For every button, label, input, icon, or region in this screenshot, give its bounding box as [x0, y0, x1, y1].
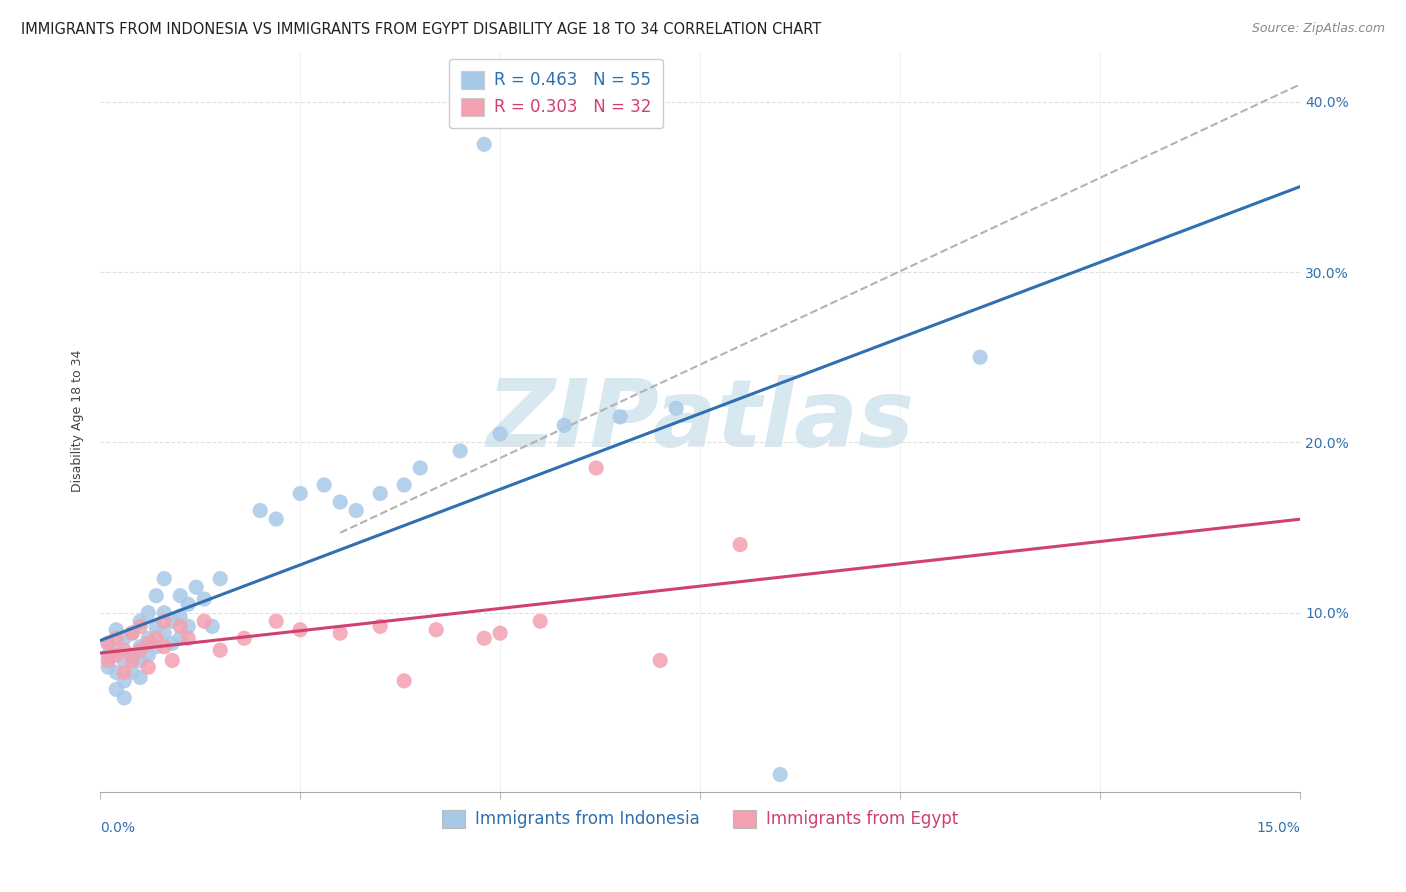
Point: [121, 648, 143, 663]
Point: [105, 632, 128, 646]
Point: [489, 426, 512, 441]
Point: [112, 690, 135, 705]
Legend: Immigrants from Indonesia, Immigrants from Egypt: Immigrants from Indonesia, Immigrants fr…: [434, 803, 966, 835]
Text: Source: ZipAtlas.com: Source: ZipAtlas.com: [1251, 22, 1385, 36]
Point: [392, 673, 415, 688]
Point: [112, 673, 135, 688]
Point: [177, 632, 200, 646]
Point: [136, 660, 159, 674]
Point: [105, 665, 128, 680]
Point: [153, 606, 176, 620]
Point: [609, 409, 631, 424]
Point: [169, 609, 191, 624]
Point: [249, 503, 271, 517]
Point: [553, 418, 575, 433]
Point: [193, 592, 215, 607]
Point: [121, 653, 143, 667]
Point: [129, 640, 152, 654]
Point: [136, 648, 159, 663]
Point: [145, 640, 167, 654]
Point: [201, 619, 224, 633]
Point: [264, 614, 287, 628]
Point: [169, 589, 191, 603]
Point: [529, 614, 551, 628]
Point: [97, 636, 120, 650]
Point: [409, 461, 432, 475]
Point: [160, 653, 183, 667]
Point: [169, 619, 191, 633]
Point: [169, 632, 191, 646]
Point: [97, 636, 120, 650]
Point: [153, 626, 176, 640]
Point: [290, 486, 312, 500]
Text: 0.0%: 0.0%: [100, 821, 135, 835]
Point: [97, 653, 120, 667]
Point: [97, 648, 120, 663]
Point: [145, 632, 167, 646]
Point: [105, 623, 128, 637]
Point: [136, 636, 159, 650]
Point: [472, 137, 495, 152]
Text: 15.0%: 15.0%: [1256, 821, 1301, 835]
Point: [112, 632, 135, 646]
Point: [129, 619, 152, 633]
Point: [129, 643, 152, 657]
Point: [129, 614, 152, 628]
Point: [425, 623, 447, 637]
Point: [665, 401, 688, 416]
Point: [329, 626, 352, 640]
Point: [329, 495, 352, 509]
Point: [177, 619, 200, 633]
Point: [160, 636, 183, 650]
Point: [177, 597, 200, 611]
Point: [449, 444, 471, 458]
Point: [153, 572, 176, 586]
Point: [392, 478, 415, 492]
Point: [136, 632, 159, 646]
Point: [368, 486, 391, 500]
Point: [233, 632, 256, 646]
Point: [112, 643, 135, 657]
Point: [105, 643, 128, 657]
Point: [145, 589, 167, 603]
Y-axis label: Disability Age 18 to 34: Disability Age 18 to 34: [72, 350, 84, 492]
Point: [264, 512, 287, 526]
Text: ZIPatlas: ZIPatlas: [486, 376, 914, 467]
Point: [136, 606, 159, 620]
Point: [314, 478, 336, 492]
Point: [129, 670, 152, 684]
Point: [121, 626, 143, 640]
Point: [585, 461, 607, 475]
Point: [969, 351, 991, 365]
Point: [153, 640, 176, 654]
Point: [160, 614, 183, 628]
Point: [209, 572, 232, 586]
Point: [121, 665, 143, 680]
Point: [193, 614, 215, 628]
Point: [112, 665, 135, 680]
Point: [344, 503, 367, 517]
Point: [472, 632, 495, 646]
Point: [97, 660, 120, 674]
Point: [112, 653, 135, 667]
Text: IMMIGRANTS FROM INDONESIA VS IMMIGRANTS FROM EGYPT DISABILITY AGE 18 TO 34 CORRE: IMMIGRANTS FROM INDONESIA VS IMMIGRANTS …: [21, 22, 821, 37]
Point: [650, 653, 672, 667]
Point: [769, 767, 792, 781]
Point: [489, 626, 512, 640]
Point: [186, 580, 208, 594]
Point: [105, 648, 128, 663]
Point: [105, 682, 128, 697]
Point: [368, 619, 391, 633]
Point: [728, 538, 751, 552]
Point: [290, 623, 312, 637]
Point: [145, 619, 167, 633]
Point: [121, 626, 143, 640]
Point: [129, 653, 152, 667]
Point: [153, 614, 176, 628]
Point: [209, 643, 232, 657]
